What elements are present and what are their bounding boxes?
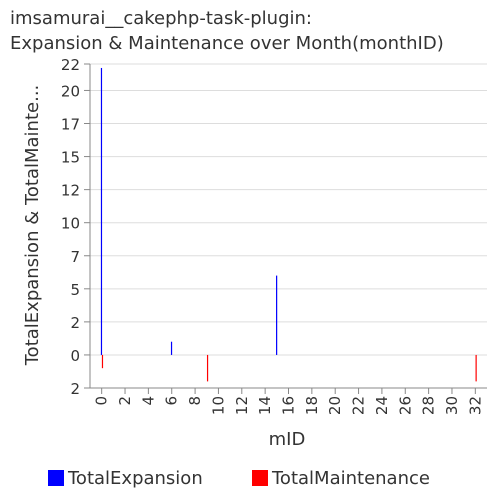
bar-totalmaintenance xyxy=(101,354,104,369)
x-tick-label: 20 xyxy=(326,396,344,415)
y-tick-label: 0 xyxy=(70,347,80,365)
x-tick-label: 0 xyxy=(93,396,111,406)
bar-totalexpansion xyxy=(276,275,278,355)
x-tick-label: 14 xyxy=(256,396,274,415)
x-tick-label: 6 xyxy=(163,396,181,406)
x-tick-label: 30 xyxy=(443,396,461,415)
y-tick-label: 12 xyxy=(61,182,80,200)
y-tick-label: 5 xyxy=(70,281,80,299)
y-tick-label: 10 xyxy=(61,215,80,233)
x-axis-title: mID xyxy=(269,429,306,450)
legend-label-total-maintenance: TotalMaintenance xyxy=(272,467,430,489)
x-tick-label: 24 xyxy=(373,396,391,415)
y-tick-label: 22 xyxy=(61,56,80,74)
x-tick-label: 26 xyxy=(396,396,414,415)
bar-totalexpansion xyxy=(170,341,173,355)
x-tick-label: 22 xyxy=(350,396,368,415)
data-marks xyxy=(100,67,477,382)
bar-totalexpansion xyxy=(100,67,103,355)
y-tick-label: 7 xyxy=(70,248,80,266)
legend: TotalExpansion TotalMaintenance xyxy=(0,466,500,490)
x-tick-label: 8 xyxy=(186,396,204,406)
legend-label-total-expansion: TotalExpansion xyxy=(68,467,203,489)
x-tick-label: 18 xyxy=(303,396,321,415)
y-tick-label: 15 xyxy=(61,149,80,167)
x-tick-label: 32 xyxy=(466,396,484,415)
x-tick-label: 12 xyxy=(233,396,251,415)
legend-item-total-maintenance: TotalMaintenance xyxy=(252,466,430,490)
legend-swatch-total-expansion xyxy=(48,470,64,486)
bar-totalmaintenance xyxy=(206,354,209,382)
y-tick-label: 17 xyxy=(61,116,80,134)
x-tick-label: 4 xyxy=(139,396,157,406)
x-tick-label: 16 xyxy=(280,396,298,415)
y-axis-title: TotalExpansion & TotalMainte... xyxy=(22,85,43,367)
x-tick-label: 28 xyxy=(420,396,438,415)
chart-title: imsamurai__cakephp-task-plugin: Expansio… xyxy=(10,6,495,56)
legend-item-total-expansion: TotalExpansion xyxy=(48,466,203,490)
chart-title-line-1: imsamurai__cakephp-task-plugin: xyxy=(10,8,312,29)
x-tick-label: 10 xyxy=(209,396,227,415)
y-tick-label: 2 xyxy=(70,314,80,332)
grid-lines xyxy=(90,63,487,389)
legend-swatch-total-maintenance xyxy=(252,470,268,486)
x-tick-label: 2 xyxy=(116,396,134,406)
axes xyxy=(84,63,487,394)
bar-totalmaintenance xyxy=(475,354,477,382)
y-tick-label: 20 xyxy=(61,82,80,100)
chart-title-line-2: Expansion & Maintenance over Month(month… xyxy=(10,33,444,54)
y-tick-label: 2 xyxy=(70,380,80,398)
